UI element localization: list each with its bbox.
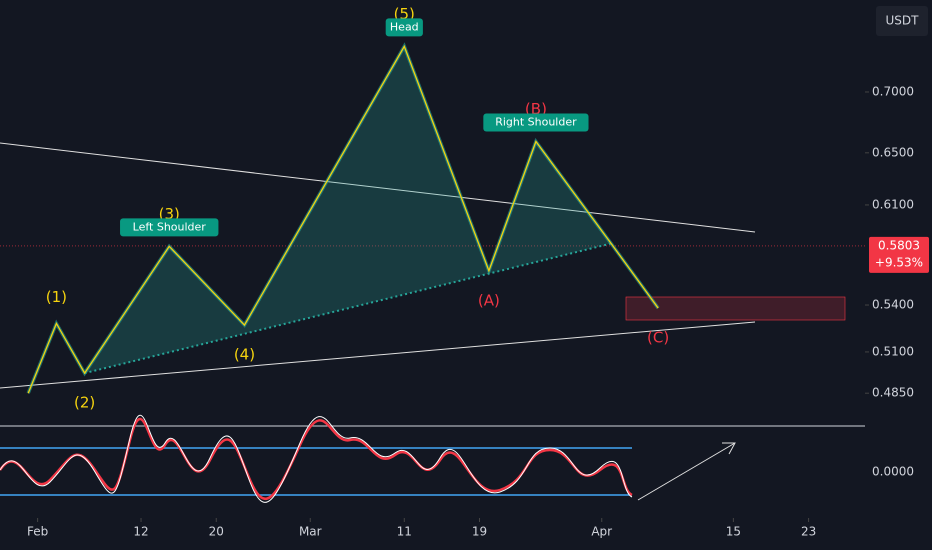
neckline (84, 242, 612, 375)
oscillator (0, 417, 633, 501)
x-tick-label: 19 (472, 525, 487, 539)
wave-label: (C) (647, 329, 669, 347)
tag-label: Left Shoulder (133, 220, 207, 233)
y-tick-label: 0.7000 (872, 84, 914, 98)
y-tick-label: 0.6100 (872, 197, 914, 211)
y-tick-label: 0.6500 (872, 145, 914, 159)
tag-box (483, 113, 589, 132)
tag-label: Head (390, 20, 419, 33)
currency-box (876, 6, 928, 36)
x-tick-label: Apr (591, 525, 612, 539)
x-tick-label: 11 (397, 525, 412, 539)
wave-label: (2) (74, 394, 95, 412)
target-zone (625, 296, 846, 321)
wave-line (27, 44, 659, 394)
x-tick-label: Feb (27, 525, 48, 539)
tag-box (120, 218, 219, 237)
x-tick-label: 20 (209, 525, 224, 539)
x-tick-label: 12 (133, 525, 148, 539)
y-tick-label: 0.5100 (872, 344, 914, 358)
x-tick-label: 15 (726, 525, 741, 539)
last-price: 0.5803 (878, 238, 920, 252)
tag-box (385, 18, 423, 37)
y-tick-label: 0.4850 (872, 386, 914, 400)
osc-tick-label: 0.0000 (872, 465, 914, 479)
arrow (637, 442, 736, 501)
wave-label: (A) (478, 291, 500, 309)
x-tick-label: 23 (801, 525, 816, 539)
currency: USDT (886, 14, 920, 28)
change: +9.53% (875, 255, 923, 269)
y-tick-label: 0.5400 (872, 298, 914, 312)
wave-label: (4) (234, 346, 255, 364)
trendline (0, 321, 756, 389)
x-tick-label: Mar (299, 525, 322, 539)
trendline (0, 142, 756, 233)
arrow-head (722, 442, 736, 455)
pattern-fill (84, 46, 612, 374)
tag-label: Right Shoulder (495, 116, 577, 129)
price-box (869, 236, 929, 273)
wave-label: (1) (46, 288, 67, 306)
oscillator (0, 414, 633, 503)
